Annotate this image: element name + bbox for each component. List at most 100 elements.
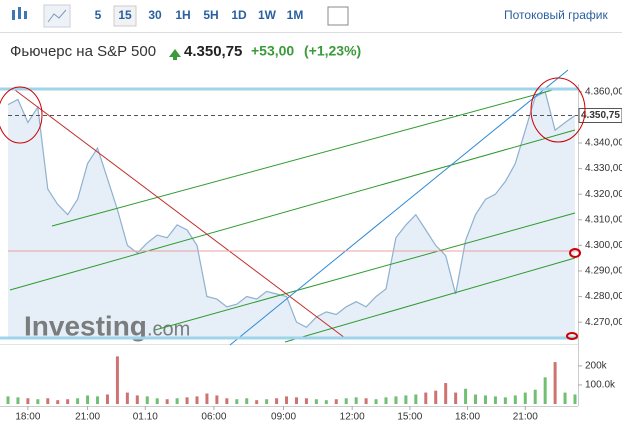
volume-bar bbox=[573, 394, 577, 404]
change-pct: (+1,23%) bbox=[304, 43, 361, 59]
volume-bar bbox=[543, 377, 547, 404]
candle-icon[interactable] bbox=[12, 7, 27, 20]
interval-button[interactable]: 5 bbox=[95, 8, 102, 22]
change: +53,00 bbox=[251, 43, 294, 59]
interval-button[interactable]: 5H bbox=[203, 8, 218, 22]
x-tick-label: 01.10 bbox=[133, 412, 158, 423]
volume-bar bbox=[294, 397, 298, 404]
volume-bar bbox=[474, 394, 478, 404]
volume-bar bbox=[245, 398, 249, 404]
last-price-box bbox=[578, 108, 622, 124]
title: Фьючерс на S&P 500 bbox=[10, 43, 156, 60]
drawings bbox=[0, 69, 586, 346]
area-icon-line bbox=[47, 9, 67, 23]
interval-button[interactable]: 1M bbox=[287, 8, 304, 22]
channel-line bbox=[284, 257, 576, 343]
volume-bar bbox=[374, 399, 378, 404]
volume-bar bbox=[16, 397, 20, 404]
y-tick-label: 4.290,00 bbox=[585, 266, 622, 277]
volume-bar bbox=[275, 398, 279, 404]
volume-bar bbox=[86, 395, 90, 404]
price-line bbox=[7, 90, 576, 329]
table-icon[interactable] bbox=[327, 6, 349, 26]
volume-bar bbox=[513, 395, 517, 404]
volume-bar bbox=[414, 394, 418, 404]
volume-bar bbox=[165, 399, 169, 404]
x-tick-label: 09:00 bbox=[271, 412, 296, 423]
volume-bar bbox=[235, 399, 239, 404]
y-tick-label: 4.320,00 bbox=[585, 189, 622, 200]
volume-bar bbox=[334, 399, 338, 404]
last-price-label: 4.350,75 bbox=[581, 110, 620, 121]
volume-bar bbox=[503, 397, 507, 404]
y-tick-label: 4.330,00 bbox=[585, 163, 622, 174]
x-tick-label: 06:00 bbox=[201, 412, 226, 423]
volume-bar bbox=[125, 392, 129, 404]
stream-link[interactable]: Потоковый график bbox=[504, 8, 608, 22]
volume-bar bbox=[344, 398, 348, 404]
volume-bar bbox=[225, 398, 229, 404]
volume-bar bbox=[483, 395, 487, 404]
volume-bar bbox=[424, 392, 428, 404]
volume-bar bbox=[105, 394, 109, 404]
volume-bar bbox=[434, 390, 438, 404]
volume-bar bbox=[394, 396, 398, 404]
y-tick-label: 4.280,00 bbox=[585, 291, 622, 302]
y-tick-label: 4.300,00 bbox=[585, 240, 622, 251]
x-tick-label: 18:00 bbox=[455, 412, 480, 423]
y-tick-label: 4.310,00 bbox=[585, 214, 622, 225]
volume-bar bbox=[444, 383, 448, 404]
price-area bbox=[8, 91, 575, 338]
highlight-ellipse bbox=[566, 332, 578, 340]
interval-button[interactable]: 1H bbox=[175, 8, 190, 22]
volume-bar bbox=[384, 397, 388, 404]
x-tick-label: 21:00 bbox=[513, 412, 538, 423]
watermark-brand: Investing bbox=[24, 310, 147, 341]
highlight-ellipse bbox=[569, 248, 581, 258]
x-tick-label: 12:00 bbox=[340, 412, 365, 423]
volume-bar bbox=[36, 399, 40, 404]
volume-bar bbox=[563, 392, 567, 404]
x-tick-label: 15:00 bbox=[397, 412, 422, 423]
volume-bar bbox=[553, 362, 557, 404]
volume-bar bbox=[56, 400, 60, 404]
highlight-ellipse bbox=[0, 86, 43, 144]
volume-bar bbox=[76, 398, 80, 404]
volume-bar bbox=[464, 388, 468, 404]
volume-bar bbox=[364, 398, 368, 404]
selected-interval bbox=[113, 5, 137, 27]
channel-line bbox=[51, 87, 561, 227]
y-tick-label: 4.360,00 bbox=[585, 86, 622, 97]
volume-bar bbox=[314, 399, 318, 404]
volume-bar bbox=[533, 389, 537, 404]
volume-bar bbox=[265, 399, 269, 404]
volume-bar bbox=[493, 396, 497, 404]
y-tick-label: 4.340,00 bbox=[585, 138, 622, 149]
up-arrow bbox=[169, 49, 181, 60]
volume-bar bbox=[454, 392, 458, 404]
volume-bar bbox=[115, 356, 119, 404]
volume-bar bbox=[205, 393, 209, 404]
volume-bar bbox=[96, 396, 100, 404]
channel-line bbox=[9, 129, 576, 291]
volume-bar bbox=[26, 398, 30, 404]
interval-button[interactable]: 1W bbox=[258, 8, 277, 22]
volume-bar bbox=[523, 392, 527, 404]
volume-bar bbox=[324, 400, 328, 404]
volume-bar bbox=[6, 396, 10, 404]
interval-button: 15 bbox=[118, 8, 132, 22]
volume-bar bbox=[255, 400, 259, 404]
volume-bar bbox=[46, 398, 50, 404]
volume-bar bbox=[145, 396, 149, 404]
volume-bar bbox=[304, 398, 308, 404]
volume-bar bbox=[404, 395, 408, 404]
interval-button[interactable]: 30 bbox=[148, 8, 162, 22]
y2-tick-label: 200k bbox=[585, 361, 608, 372]
x-tick-label: 18:00 bbox=[15, 412, 40, 423]
watermark-domain: .com bbox=[147, 318, 190, 340]
channel-line bbox=[154, 212, 576, 331]
volume-bar bbox=[195, 396, 199, 404]
interval-button[interactable]: 1D bbox=[231, 8, 247, 22]
trend-line bbox=[229, 69, 569, 346]
